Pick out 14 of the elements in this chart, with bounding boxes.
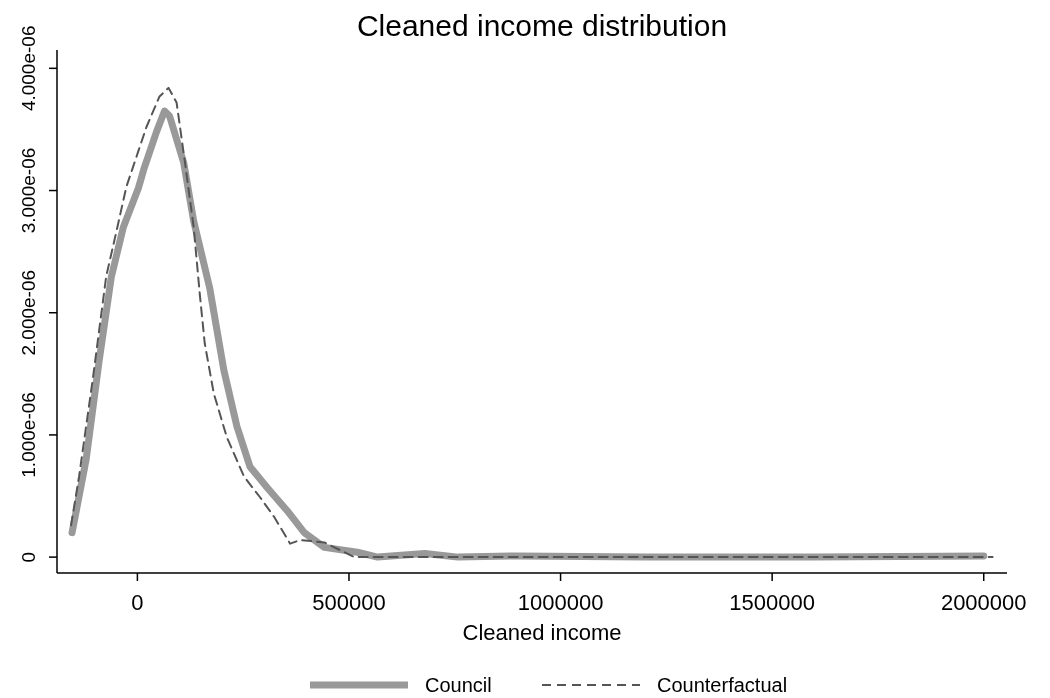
- legend-label: Counterfactual: [657, 674, 788, 696]
- x-tick-label: 2000000: [940, 590, 1027, 615]
- y-tick-label: 0: [18, 551, 39, 563]
- x-axis-title: Cleaned income: [462, 620, 622, 645]
- x-tick-label: 1500000: [729, 590, 815, 615]
- x-tick-label: 500000: [312, 590, 386, 615]
- x-tick-label: 1000000: [517, 590, 604, 615]
- x-tick-label: 0: [131, 590, 144, 615]
- chart-title: Cleaned income distribution: [356, 9, 728, 42]
- y-tick-label: 3.000e-06: [18, 147, 39, 234]
- y-tick-label: 1.000e-06: [18, 392, 39, 478]
- legend-label: Council: [425, 674, 492, 696]
- y-tick-label: 4.000e-06: [18, 25, 39, 112]
- y-tick-label: 2.000e-06: [18, 269, 39, 356]
